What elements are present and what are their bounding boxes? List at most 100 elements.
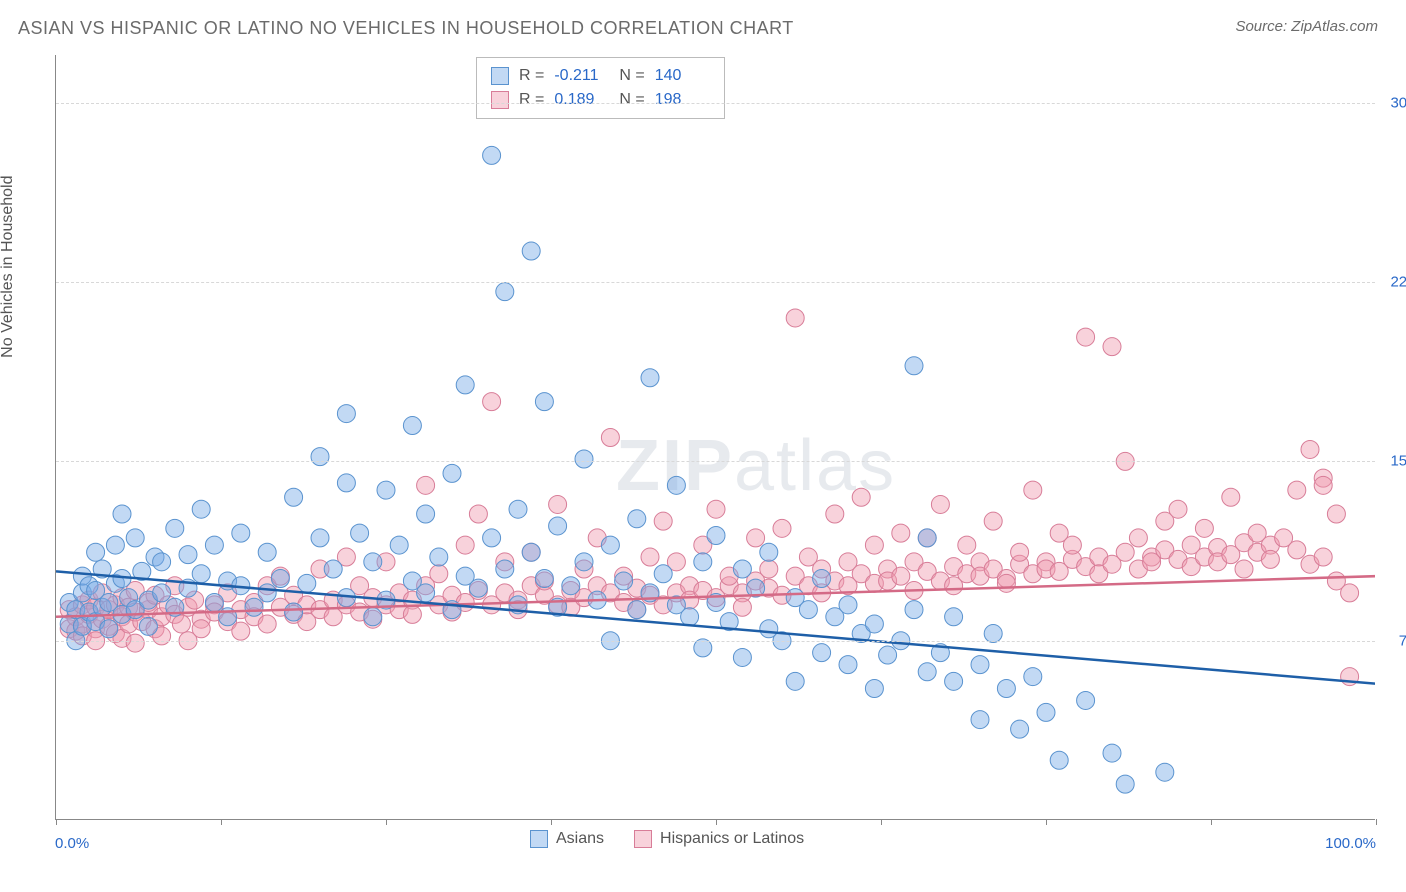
x-tick — [56, 819, 57, 825]
scatter-point — [522, 543, 540, 561]
scatter-point — [522, 242, 540, 260]
y-axis-label: No Vehicles in Household — [0, 175, 17, 357]
swatch-asians-legend — [530, 830, 548, 848]
chart-title: ASIAN VS HISPANIC OR LATINO NO VEHICLES … — [18, 18, 794, 39]
scatter-point — [1077, 691, 1095, 709]
x-tick — [716, 819, 717, 825]
scatter-point — [865, 536, 883, 554]
scatter-point — [1235, 560, 1253, 578]
scatter-point — [681, 608, 699, 626]
scatter-point — [403, 605, 421, 623]
scatter-point — [1116, 543, 1134, 561]
y-tick-label: 30.0% — [1390, 94, 1406, 111]
scatter-point — [311, 529, 329, 547]
plot-area: ZIPatlas R = -0.211 N = 140 R = 0.189 N … — [55, 55, 1375, 820]
scatter-point — [271, 570, 289, 588]
scatter-point — [100, 620, 118, 638]
scatter-point — [1169, 500, 1187, 518]
y-tick-label: 15.0% — [1390, 453, 1406, 470]
scatter-point — [549, 495, 567, 513]
scatter-point — [760, 543, 778, 561]
scatter-point — [337, 474, 355, 492]
scatter-point — [707, 500, 725, 518]
scatter-point — [469, 579, 487, 597]
scatter-point — [958, 536, 976, 554]
legend-label-asians: Asians — [556, 830, 604, 848]
scatter-point — [469, 505, 487, 523]
scatter-point — [865, 615, 883, 633]
scatter-point — [232, 524, 250, 542]
legend: Asians Hispanics or Latinos — [530, 830, 804, 848]
scatter-point — [232, 622, 250, 640]
scatter-point — [786, 672, 804, 690]
scatter-point — [1288, 481, 1306, 499]
x-tick — [386, 819, 387, 825]
scatter-point — [628, 510, 646, 528]
x-tick — [881, 819, 882, 825]
scatter-point — [601, 429, 619, 447]
scatter-point — [1314, 548, 1332, 566]
scatter-point — [905, 357, 923, 375]
scatter-point — [641, 548, 659, 566]
scatter-point — [377, 481, 395, 499]
scatter-point — [892, 524, 910, 542]
scatter-point — [1195, 519, 1213, 537]
scatter-point — [205, 536, 223, 554]
scatter-point — [285, 488, 303, 506]
scatter-point — [337, 405, 355, 423]
gridline — [56, 103, 1375, 104]
scatter-point — [1011, 720, 1029, 738]
scatter-point — [813, 644, 831, 662]
scatter-point — [562, 577, 580, 595]
scatter-point — [918, 663, 936, 681]
legend-item-asians: Asians — [530, 830, 604, 848]
scatter-point — [641, 369, 659, 387]
scatter-point — [483, 146, 501, 164]
scatter-point — [403, 417, 421, 435]
scatter-point — [285, 603, 303, 621]
scatter-point — [106, 536, 124, 554]
scatter-point — [839, 656, 857, 674]
swatch-asians — [491, 67, 509, 85]
y-tick-label: 7.5% — [1399, 632, 1406, 649]
scatter-point — [997, 574, 1015, 592]
scatter-point — [192, 620, 210, 638]
scatter-point — [1077, 328, 1095, 346]
scatter-point — [172, 615, 190, 633]
stats-box: R = -0.211 N = 140 R = 0.189 N = 198 — [476, 57, 725, 119]
stats-row-asians: R = -0.211 N = 140 — [491, 64, 710, 88]
scatter-point — [575, 553, 593, 571]
scatter-point — [535, 570, 553, 588]
scatter-point — [1341, 584, 1359, 602]
x-axis-max-label: 100.0% — [1325, 835, 1376, 852]
scatter-point — [535, 393, 553, 411]
scatter-point — [430, 565, 448, 583]
scatter-point — [483, 529, 501, 547]
scatter-point — [615, 572, 633, 590]
chart-svg — [56, 55, 1375, 819]
scatter-point — [549, 517, 567, 535]
gridline — [56, 461, 1375, 462]
scatter-point — [997, 680, 1015, 698]
swatch-hispanics — [491, 91, 509, 109]
source-attribution: Source: ZipAtlas.com — [1235, 18, 1378, 35]
scatter-point — [760, 560, 778, 578]
scatter-point — [1011, 543, 1029, 561]
scatter-point — [179, 546, 197, 564]
scatter-point — [1116, 775, 1134, 793]
scatter-point — [1050, 751, 1068, 769]
scatter-point — [417, 505, 435, 523]
scatter-point — [456, 536, 474, 554]
scatter-point — [1103, 744, 1121, 762]
scatter-point — [258, 584, 276, 602]
scatter-point — [1037, 703, 1055, 721]
scatter-point — [443, 464, 461, 482]
scatter-point — [1063, 536, 1081, 554]
scatter-point — [496, 283, 514, 301]
scatter-point — [324, 560, 342, 578]
scatter-point — [918, 529, 936, 547]
gridline — [56, 282, 1375, 283]
scatter-point — [496, 560, 514, 578]
scatter-point — [667, 476, 685, 494]
scatter-point — [694, 553, 712, 571]
